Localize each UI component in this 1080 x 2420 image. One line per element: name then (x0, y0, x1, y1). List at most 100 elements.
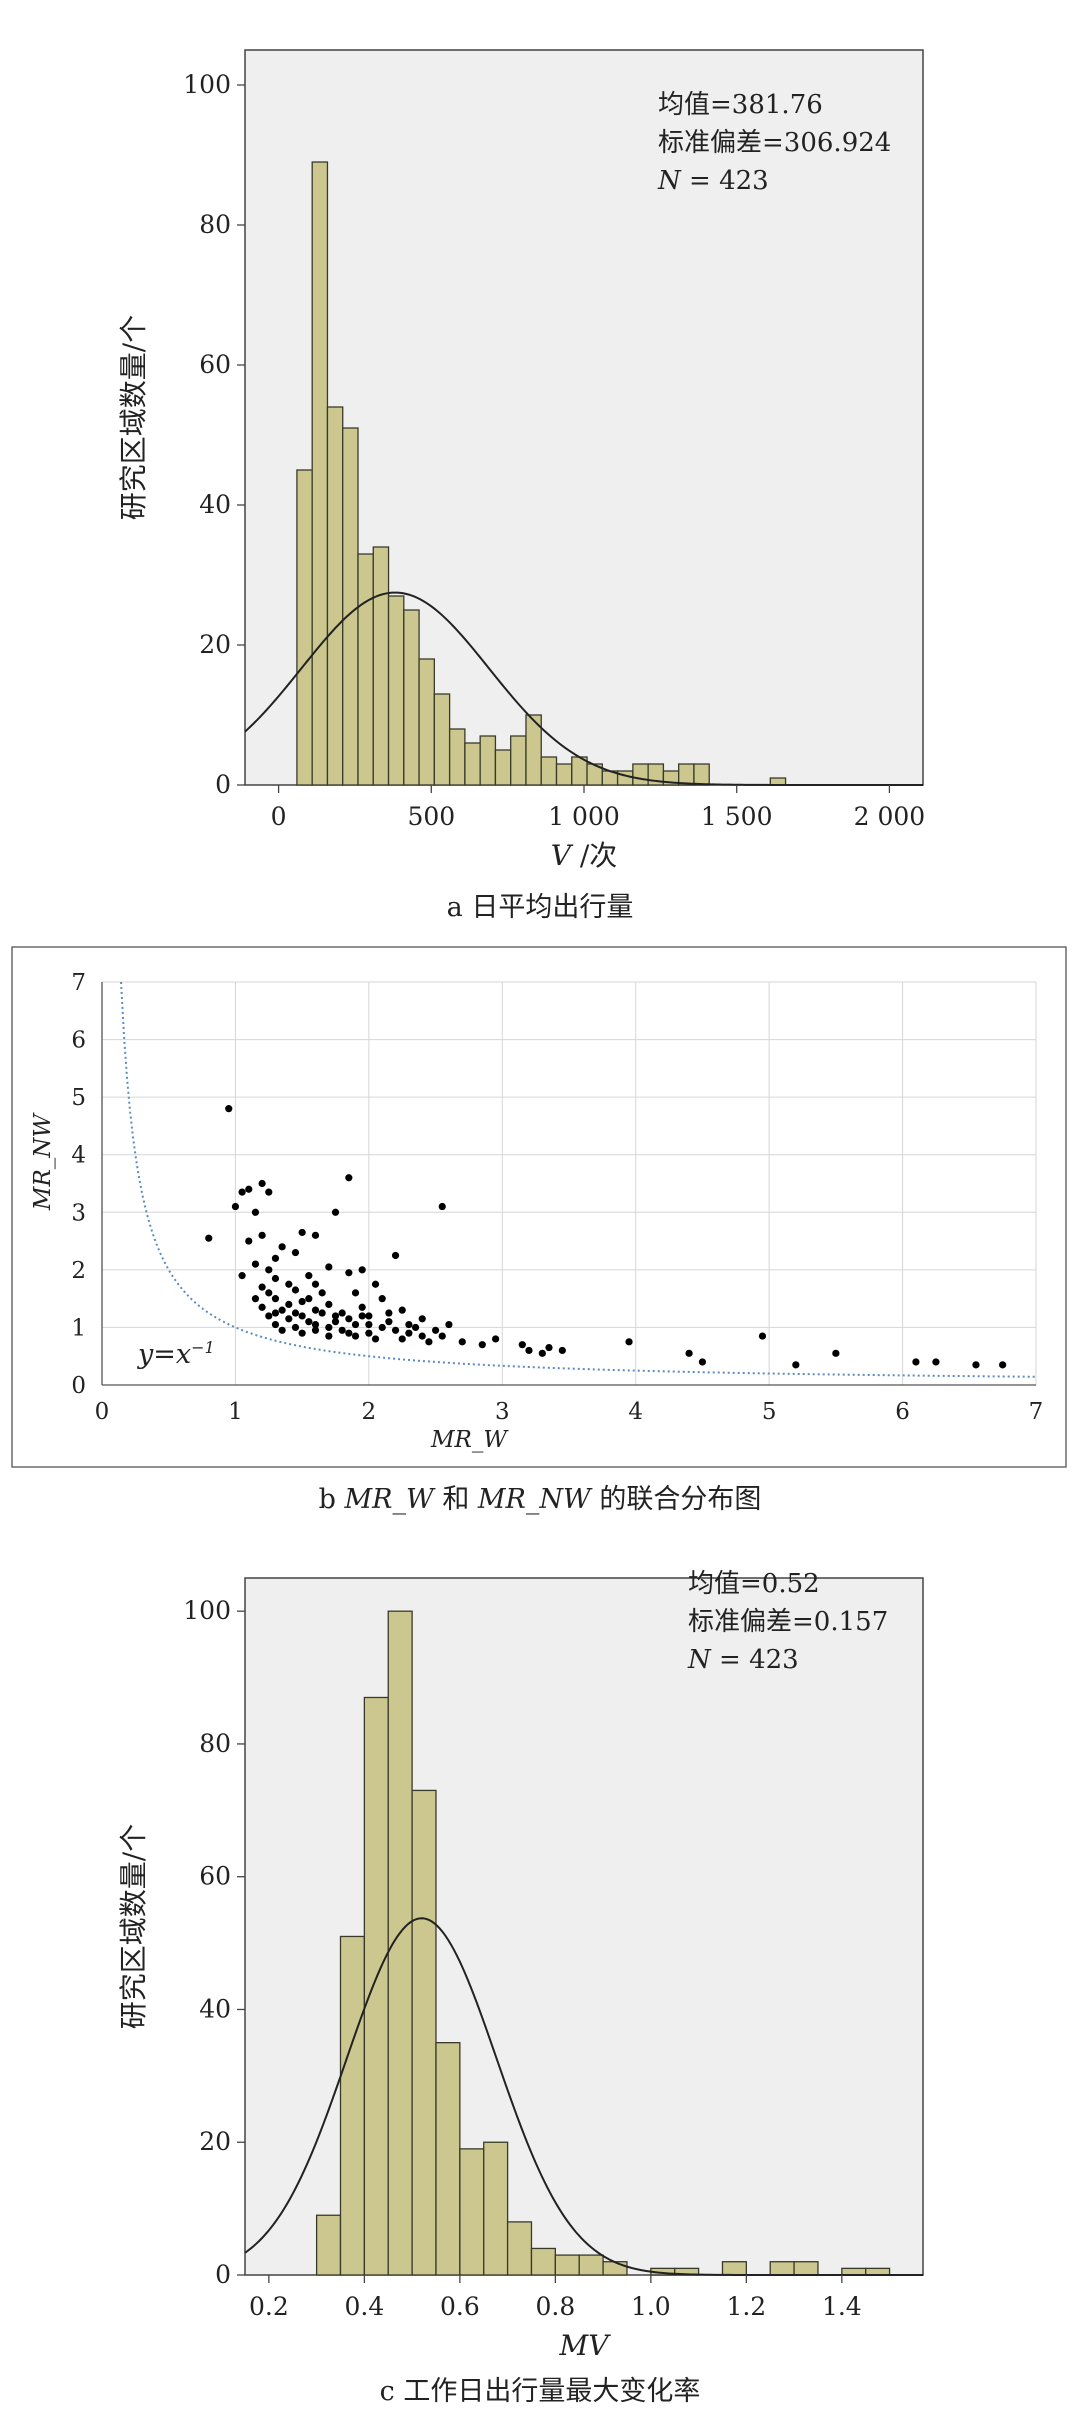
scatter-point (418, 1332, 426, 1340)
scatter-point (291, 1309, 300, 1317)
histogram-bar (678, 763, 695, 786)
normal-curve (244, 1917, 923, 2276)
scatter-point (331, 1318, 340, 1326)
histogram-bar (721, 2261, 747, 2276)
scatter-point (318, 1309, 326, 1317)
histogram-bar (403, 609, 420, 786)
y-tick-label: 4 (71, 1143, 86, 1169)
x-axis-label-var: V (551, 839, 574, 872)
x-tick-label: 3 (495, 1399, 510, 1425)
scatter-point (311, 1280, 320, 1288)
caption-b: b MR_W 和 MR_NW 的联合分布图 (0, 1477, 1080, 1516)
scatter-point (398, 1335, 406, 1343)
y-tick-label: 0 (215, 2260, 231, 2289)
histogram-bar (506, 2221, 533, 2276)
scatter-point (912, 1358, 920, 1366)
scatter-point (438, 1202, 446, 1211)
scatter-point (305, 1318, 313, 1326)
scatter-point (325, 1323, 333, 1332)
y-tick-label: 3 (71, 1200, 86, 1226)
scatter-point (271, 1309, 280, 1317)
x-axis-label-unit: /次 (571, 839, 617, 872)
histogram-bar (554, 2254, 580, 2276)
panel-a: 0 20 40 60 80 100 0 500 1 000 1 500 2 000 研究区域数量/个 V… (0, 0, 1080, 935)
scatter-point (291, 1323, 300, 1332)
histogram-bar (494, 749, 512, 786)
scatter-point (391, 1251, 400, 1260)
panel-c: 0 20 40 60 80 100 0.2 0.4 0.6 0.8 1.0 1.2 1.4 研究区域数量/… (0, 1535, 1080, 2420)
scatter-point (325, 1300, 333, 1308)
histogram-bar (326, 406, 344, 786)
y-tick-label: 7 (71, 970, 86, 996)
y-tick-label: 0 (215, 770, 231, 799)
histogram-bar (578, 2254, 604, 2276)
scatter-point (265, 1289, 273, 1297)
x-tick-label: 0 (271, 802, 287, 831)
scatter-point (271, 1254, 280, 1262)
caption-b-series1: MR_W (344, 1484, 434, 1515)
histogram-bar (464, 742, 481, 786)
scatter-point (311, 1326, 320, 1334)
x-tick-label: 0.8 (535, 2292, 575, 2321)
x-axis-label: MV (559, 2329, 612, 2362)
y-tick-label: 100 (183, 1596, 231, 1625)
scatter-point (351, 1289, 360, 1297)
histogram-bar (435, 2042, 461, 2276)
histogram-bar (479, 735, 497, 786)
y-axis-label: 研究区域数量/个 (117, 315, 150, 520)
scatter-point (258, 1231, 266, 1239)
scatter-point (331, 1208, 340, 1216)
stats-value: =0.157 (792, 1607, 888, 1637)
caption-b-mid: 和 (433, 1484, 478, 1515)
scatter-point (345, 1329, 353, 1337)
x-tick-label: 1 (228, 1399, 243, 1425)
scatter-point (365, 1312, 373, 1320)
scatter-point (365, 1329, 373, 1337)
scatter-point (285, 1280, 293, 1288)
x-tick-label: 1.2 (726, 2292, 766, 2321)
stats-label: N (657, 166, 682, 196)
stats-line: 标准偏差=306.924 (658, 128, 891, 158)
scatter-point (371, 1280, 380, 1288)
histogram-bar (311, 161, 329, 786)
stats-line: 均值=381.76 (658, 90, 823, 120)
scatter-point (305, 1272, 313, 1280)
scatter-point (625, 1338, 633, 1346)
scatter-point (345, 1174, 353, 1182)
scatter-point (358, 1303, 366, 1311)
histogram-bar (342, 427, 359, 786)
histogram-bar (433, 693, 451, 786)
y-tick-label: 5 (71, 1085, 86, 1111)
scatter-point (418, 1315, 426, 1323)
y-axis-label: MR_NW (30, 1112, 56, 1211)
scatter-point (385, 1318, 393, 1326)
scatter-point (311, 1306, 320, 1314)
scatter-point (258, 1303, 266, 1311)
y-tick-label: 2 (71, 1258, 86, 1284)
caption-b-prefix: b (318, 1484, 345, 1515)
scatter-point (298, 1312, 306, 1320)
scatter-point (378, 1295, 386, 1303)
scatter-point (238, 1272, 246, 1280)
normal-curve (244, 591, 923, 786)
stats-label: 标准偏差 (658, 128, 762, 158)
x-tick-label: 0 (95, 1399, 110, 1425)
histogram-bar (411, 1789, 437, 2276)
scatter-point (378, 1323, 386, 1332)
histogram-bar (372, 546, 390, 786)
scatter-point (445, 1320, 453, 1329)
x-tick-label: 1 000 (548, 802, 620, 831)
scatter-point (265, 1312, 273, 1320)
y-tick-label: 20 (199, 630, 231, 659)
y-tick-label: 60 (199, 1862, 231, 1891)
y-tick-label: 20 (199, 2127, 231, 2156)
y-tick-label: 0 (71, 1373, 86, 1399)
x-tick-label: 500 (407, 802, 455, 831)
scatter-point (391, 1326, 400, 1334)
scatter-point (251, 1208, 260, 1216)
scatter-point (385, 1309, 393, 1317)
x-tick-label: 6 (895, 1399, 910, 1425)
scatter-point (238, 1188, 246, 1196)
caption-c: c 工作日出行量最大变化率 (379, 2376, 701, 2407)
scatter-point (231, 1202, 240, 1211)
